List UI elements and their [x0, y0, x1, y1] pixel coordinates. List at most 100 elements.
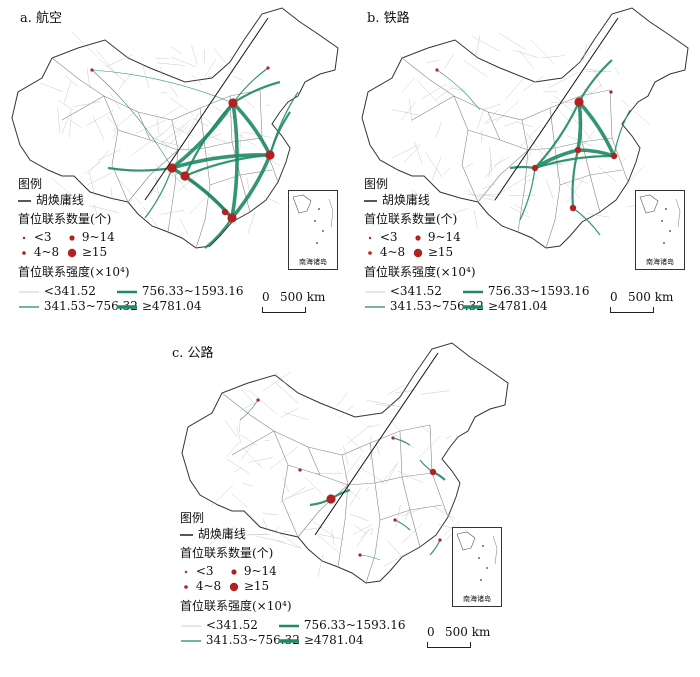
count-item: ≥15 — [412, 246, 453, 259]
strength-label: 341.53~756.32 — [205, 633, 300, 647]
minor-link — [242, 483, 253, 487]
scale-bar-line — [427, 642, 471, 648]
link-s1 — [239, 399, 259, 421]
minor-link — [117, 71, 133, 91]
legend-hu-label: 胡焕庸线 — [35, 193, 84, 207]
province-border — [549, 107, 556, 149]
minor-link — [94, 204, 98, 218]
minor-link — [274, 382, 299, 404]
minor-link — [584, 68, 612, 73]
strength-item: ≥4781.04 — [278, 634, 364, 646]
province-border — [379, 504, 443, 521]
legend: 图例 胡焕庸线 首位联系数量(个) <3 9~14 4~8 ≥15 首位联系强度(×… — [364, 178, 614, 312]
strength-item: 341.53~756.32 — [364, 300, 484, 312]
minor-link — [57, 107, 61, 133]
minor-link — [347, 424, 371, 444]
minor-link — [614, 67, 620, 75]
map-highway — [181, 342, 509, 584]
minor-link — [542, 55, 565, 58]
minor-link — [366, 400, 396, 407]
count-item: 4~8 — [180, 580, 221, 593]
minor-link — [98, 58, 126, 83]
city-node — [266, 66, 270, 70]
minor-link — [247, 457, 273, 463]
panel-highway: c. 公路 — [170, 335, 510, 665]
minor-link — [236, 427, 242, 444]
minor-link — [419, 424, 433, 435]
city-node — [228, 98, 238, 108]
strength-item: 756.33~1593.16 — [278, 619, 406, 631]
minor-link — [393, 433, 415, 449]
minor-link — [555, 106, 571, 123]
minor-link — [274, 529, 301, 549]
minor-link — [207, 76, 212, 78]
minor-link — [401, 507, 425, 517]
minor-link — [621, 100, 651, 125]
minor-link — [179, 218, 189, 235]
link-s2 — [144, 167, 173, 219]
count-label: <3 — [33, 230, 52, 244]
minor-link — [159, 140, 183, 147]
minor-link — [96, 50, 118, 76]
minor-link — [375, 404, 402, 407]
province-border — [103, 95, 129, 203]
count-item: <3 — [18, 231, 52, 244]
province-border — [127, 149, 179, 203]
minor-link — [263, 518, 268, 530]
count-label: 4~8 — [379, 245, 406, 259]
minor-link — [353, 524, 372, 535]
minor-link — [472, 36, 501, 52]
strength-item: 341.53~756.32 — [18, 300, 138, 312]
link-s4 — [171, 153, 271, 170]
minor-link — [156, 62, 186, 66]
count-item: 4~8 — [364, 246, 405, 259]
minor-link — [526, 132, 545, 157]
minor-link — [51, 178, 78, 200]
city-node — [393, 518, 397, 522]
inset-label: 南海诸岛 — [299, 258, 327, 266]
minor-link — [213, 48, 235, 74]
province-border — [117, 129, 151, 141]
minor-link — [239, 418, 241, 433]
link-s2 — [269, 91, 299, 156]
minor-link — [86, 67, 91, 89]
strength-label: 756.33~1593.16 — [487, 284, 590, 298]
minor-link — [482, 184, 496, 190]
city-node — [574, 146, 582, 154]
minor-link — [500, 174, 531, 194]
minor-link — [385, 462, 399, 485]
province-border — [467, 129, 501, 141]
minor-link — [135, 120, 166, 134]
minor-link — [84, 161, 101, 174]
link-s1 — [359, 554, 381, 561]
scale-label: 500 km — [280, 290, 326, 304]
minor-link — [409, 99, 413, 123]
count-item: ≥15 — [66, 246, 107, 259]
link-s3 — [534, 154, 615, 170]
city-node — [90, 68, 94, 72]
minor-link — [586, 213, 610, 218]
strength-label: <341.52 — [205, 618, 258, 632]
strength-item: ≥4781.04 — [462, 300, 548, 312]
minor-link — [283, 412, 309, 421]
minor-link — [598, 46, 603, 51]
minor-link — [282, 476, 289, 492]
minor-link — [178, 173, 199, 192]
minor-link — [627, 166, 644, 184]
minor-link — [106, 54, 133, 67]
minor-link — [368, 424, 381, 428]
panel-railway: b. 铁路 — [350, 0, 690, 330]
minor-link — [160, 67, 163, 77]
count-item: 4~8 — [18, 246, 59, 259]
minor-link — [169, 97, 195, 116]
minor-link — [495, 100, 520, 123]
minor-link — [153, 189, 157, 193]
minor-link — [485, 109, 499, 123]
minor-link — [404, 506, 411, 521]
minor-link — [395, 504, 401, 528]
minor-link — [87, 172, 112, 186]
minor-link — [256, 536, 285, 543]
minor-link — [444, 54, 454, 69]
minor-link — [190, 74, 203, 85]
province-border — [365, 482, 381, 584]
